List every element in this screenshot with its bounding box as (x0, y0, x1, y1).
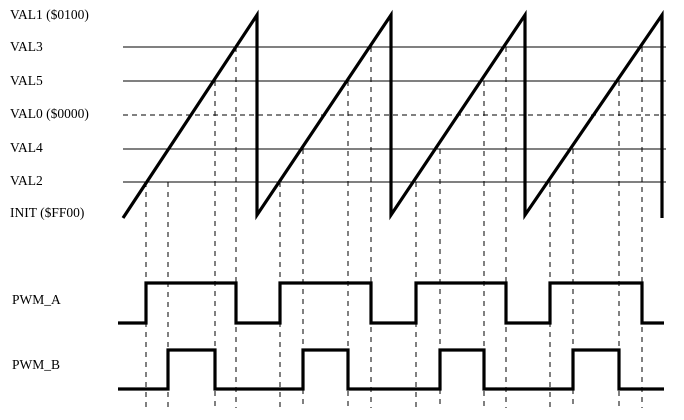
pwm-a-waveform (118, 281, 664, 325)
pwm-b-waveform (118, 348, 664, 391)
label-val0: VAL0 ($0000) (10, 106, 89, 121)
label-val2: VAL2 (10, 173, 43, 188)
label-val1: VAL1 ($0100) (10, 7, 89, 22)
label-pwm-a: PWM_A (12, 292, 61, 307)
label-val3: VAL3 (10, 39, 43, 54)
vertical-guides (145, 47, 643, 408)
label-pwm-b: PWM_B (12, 357, 60, 372)
counter-sawtooth (121, 9, 664, 221)
label-val4: VAL4 (10, 140, 43, 155)
label-init: INIT ($FF00) (10, 205, 84, 220)
label-val5: VAL5 (10, 73, 43, 88)
